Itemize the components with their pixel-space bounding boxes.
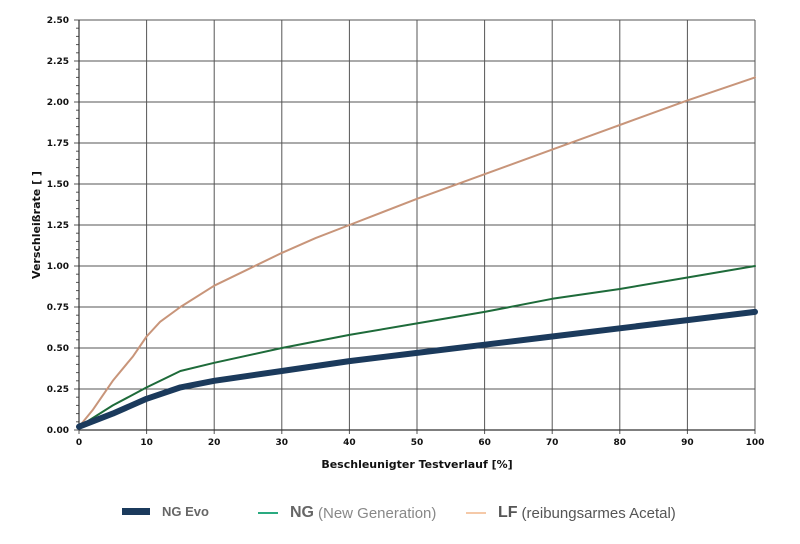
x-tick-label: 0 xyxy=(76,438,82,448)
y-tick-label: 0.25 xyxy=(47,385,69,395)
x-tick-label: 90 xyxy=(681,438,694,448)
legend-item-lf: LF (reibungsarmes Acetal) xyxy=(466,504,676,522)
x-tick-label: 60 xyxy=(478,438,491,448)
x-tick-label: 30 xyxy=(276,438,289,448)
x-tick-label: 40 xyxy=(343,438,356,448)
x-tick-label: 50 xyxy=(411,438,424,448)
y-tick-label: 2.50 xyxy=(47,16,69,26)
legend: NG Evo NG (New Generation) LF (reibungsa… xyxy=(0,504,800,528)
y-tick-label: 2.00 xyxy=(47,98,69,108)
legend-swatch xyxy=(122,508,150,515)
legend-label-rest: (New Generation) xyxy=(318,504,437,522)
legend-label-bold: NG xyxy=(290,504,314,521)
legend-label-rest: (reibungsarmes Acetal) xyxy=(521,504,676,522)
y-tick-label: 1.00 xyxy=(47,262,69,272)
y-tick-label: 1.75 xyxy=(47,139,69,149)
y-tick-label: 1.25 xyxy=(47,221,69,231)
x-tick-label: 80 xyxy=(614,438,627,448)
legend-item-ng-evo: NG Evo xyxy=(122,504,209,519)
wear-rate-chart: 0 10 20 30 40 50 60 70 80 90 100 0.00 0.25 0.50 0.75 1.… xyxy=(30,16,765,471)
y-axis-label: Verschleißrate [ ] xyxy=(30,171,43,279)
y-tick-label: 0.50 xyxy=(47,344,69,354)
legend-swatch xyxy=(258,512,278,514)
x-tick-label: 10 xyxy=(140,438,153,448)
legend-label: NG Evo xyxy=(162,504,209,519)
y-tick-label: 2.25 xyxy=(47,57,69,67)
x-tick-label: 70 xyxy=(546,438,559,448)
y-tick-label: 0.00 xyxy=(47,426,69,436)
legend-item-ng: NG (New Generation) xyxy=(258,504,436,522)
x-tick-label: 20 xyxy=(208,438,221,448)
legend-label-bold: LF xyxy=(498,504,518,521)
y-tick-label: 0.75 xyxy=(47,303,69,313)
x-axis-label: Beschleunigter Testverlauf [%] xyxy=(321,458,512,471)
y-tick-label: 1.50 xyxy=(47,180,69,190)
x-tick-label: 100 xyxy=(746,438,765,448)
series-line-1 xyxy=(78,265,756,428)
series-line-0 xyxy=(76,308,758,430)
series-line-2 xyxy=(78,76,756,428)
legend-swatch xyxy=(466,512,486,514)
